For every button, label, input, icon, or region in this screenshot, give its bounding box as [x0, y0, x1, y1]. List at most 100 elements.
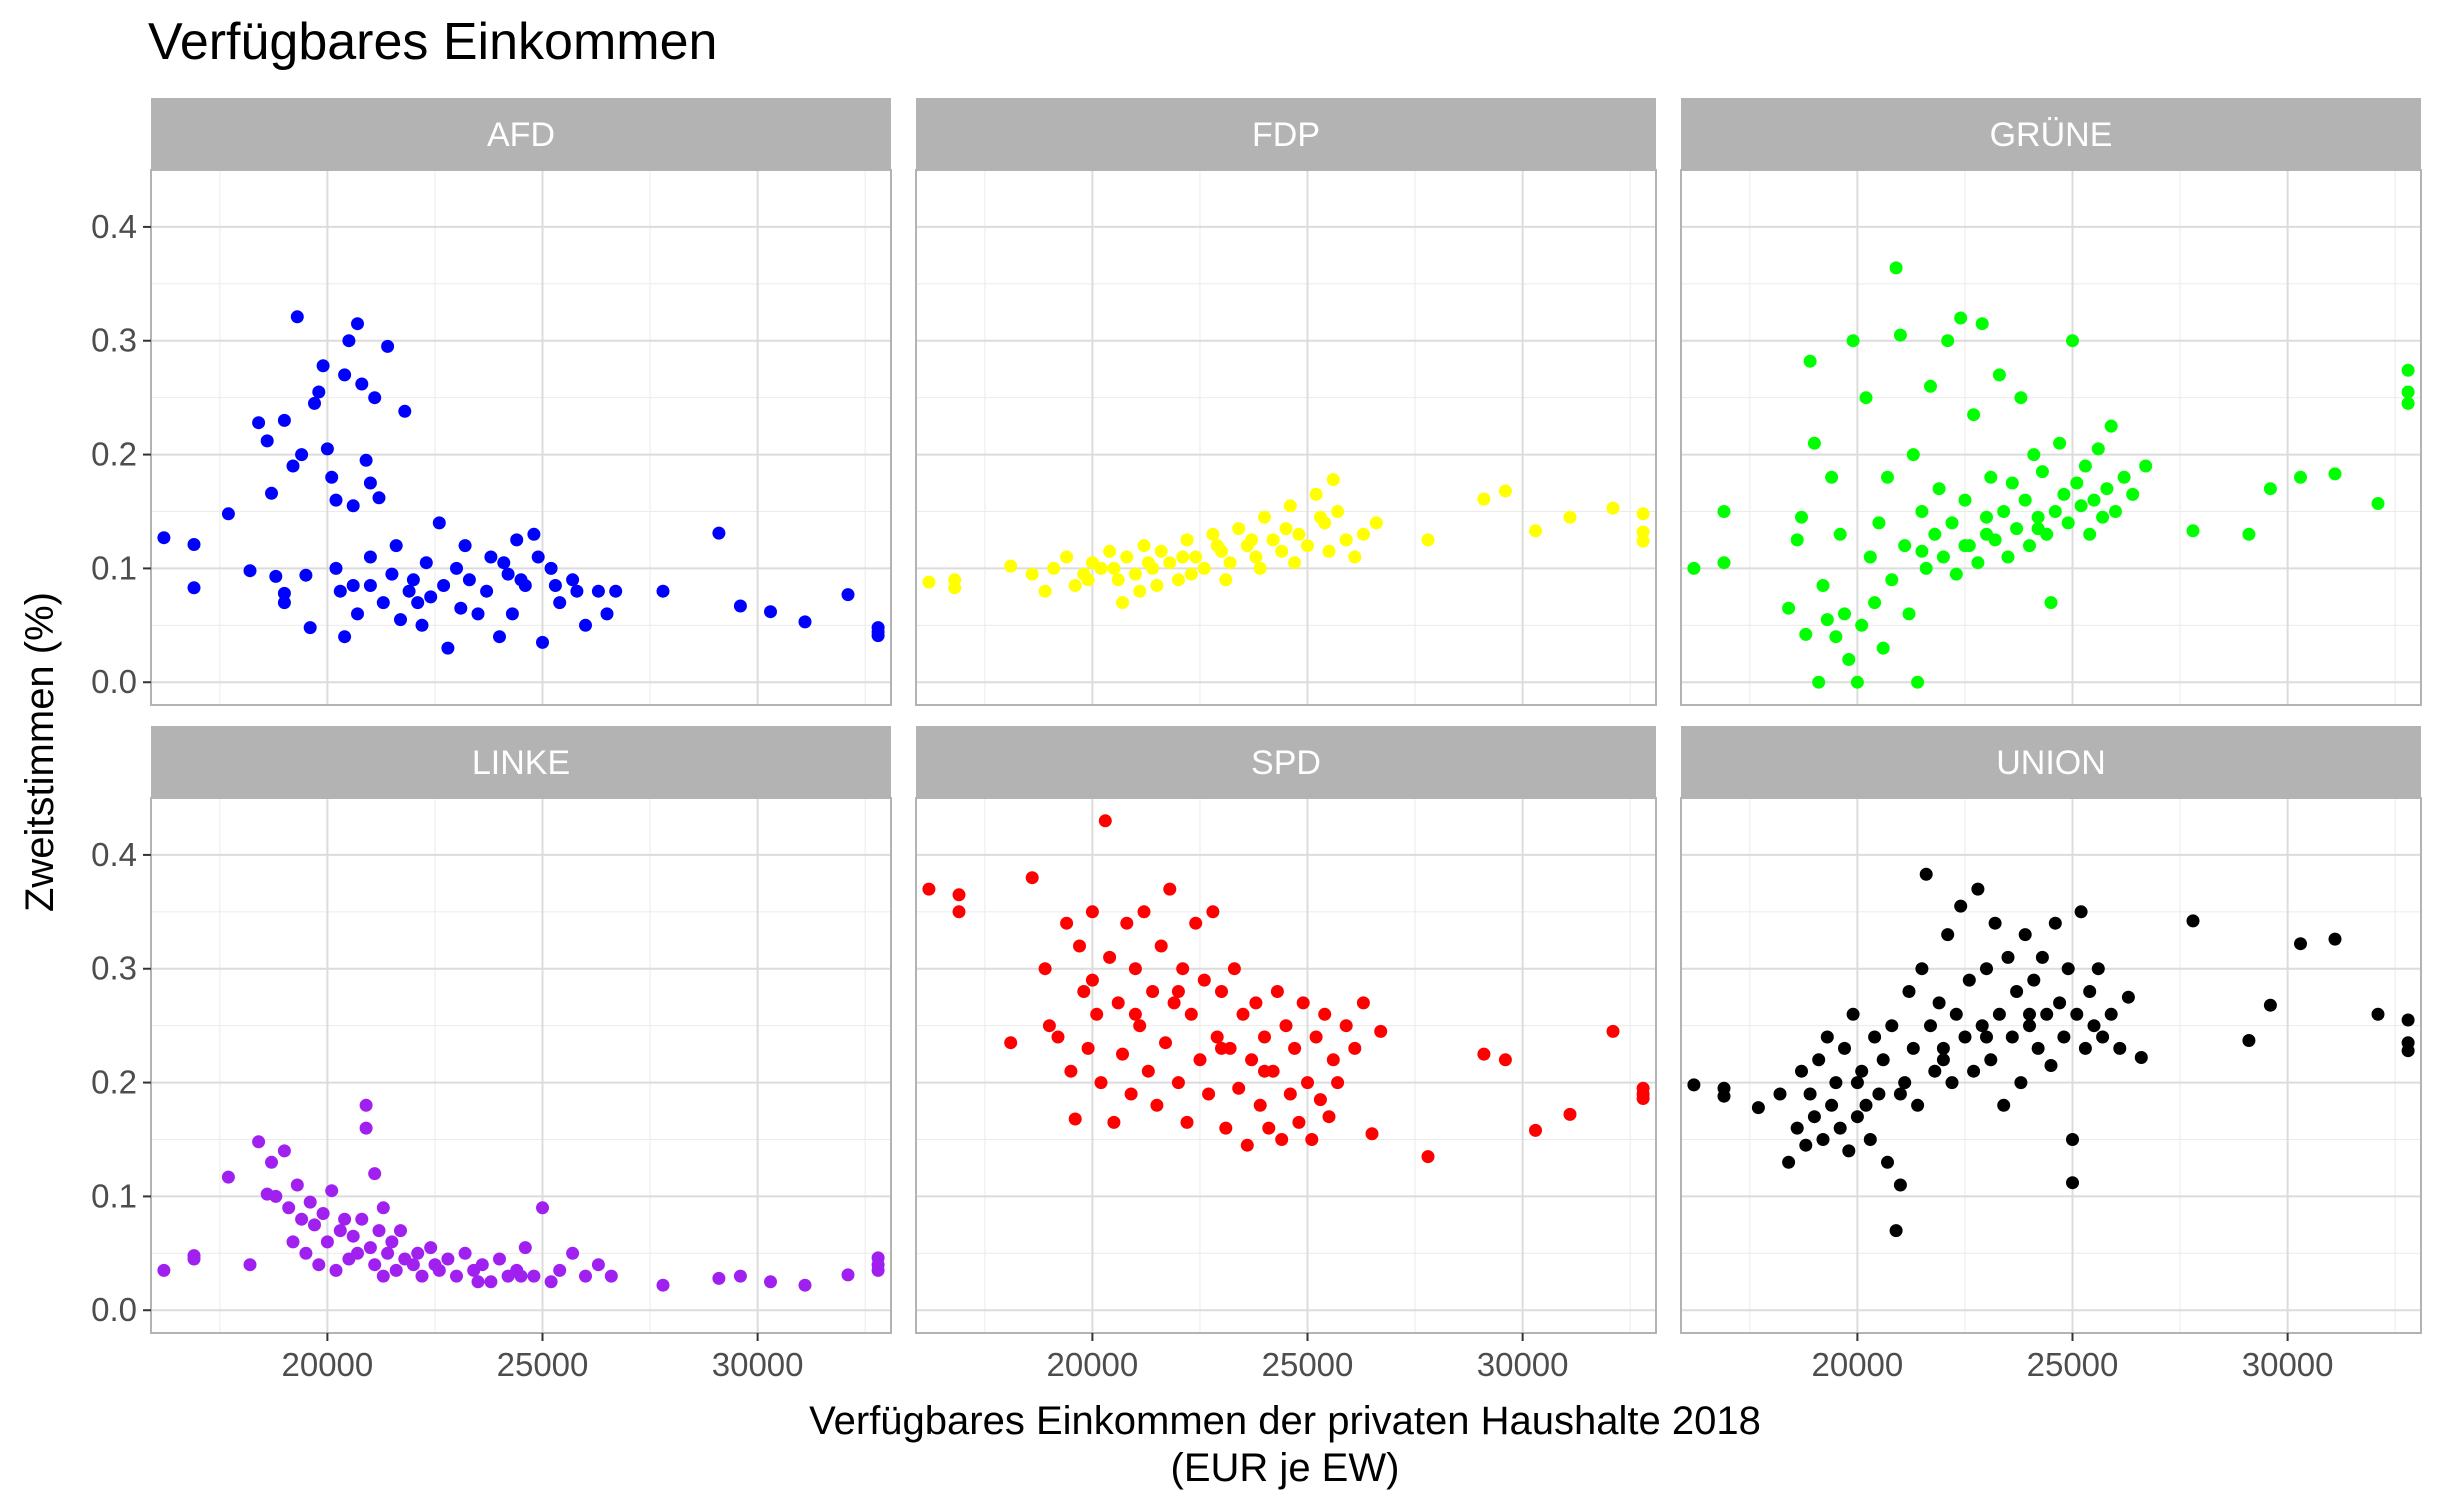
- data-point: [579, 618, 592, 632]
- data-point: [303, 621, 317, 635]
- data-point: [1636, 534, 1650, 548]
- data-point: [510, 533, 524, 547]
- data-point: [1184, 567, 1198, 581]
- data-point: [1258, 1064, 1271, 1078]
- data-point: [1326, 1053, 1340, 1067]
- data-point: [1180, 1115, 1194, 1129]
- data-point: [260, 434, 274, 448]
- data-point: [1859, 391, 1873, 405]
- data-point: [333, 1224, 347, 1238]
- data-point: [1563, 510, 1577, 524]
- data-point: [2044, 596, 2058, 610]
- data-point: [2070, 1007, 2084, 1021]
- data-point: [1038, 584, 1052, 598]
- data-point: [389, 1263, 403, 1277]
- data-point: [1941, 334, 1955, 348]
- data-point: [325, 1184, 339, 1198]
- facet-strip-label: AFD: [487, 116, 555, 154]
- data-point: [2134, 1051, 2148, 1064]
- data-point: [1872, 516, 1886, 530]
- data-point: [1529, 524, 1542, 538]
- data-point: [1171, 985, 1185, 998]
- data-point: [385, 1235, 399, 1249]
- data-point: [415, 1269, 429, 1283]
- data-point: [1189, 550, 1203, 564]
- data-point: [2074, 499, 2088, 513]
- data-point: [398, 404, 412, 418]
- data-point: [1232, 522, 1246, 536]
- data-point: [221, 1170, 235, 1184]
- data-point: [1967, 1064, 1981, 1078]
- data-point: [1081, 1041, 1095, 1055]
- data-point: [312, 385, 326, 399]
- data-point: [2061, 962, 2075, 976]
- data-point: [2401, 396, 2415, 410]
- data-point: [1283, 1087, 1297, 1101]
- data-point: [346, 579, 360, 592]
- data-point: [2005, 1030, 2019, 1044]
- data-point: [1116, 596, 1129, 610]
- data-point: [1219, 573, 1233, 587]
- data-point: [841, 1268, 855, 1282]
- data-point: [1258, 1030, 1271, 1044]
- x-tick-label: 25000: [1262, 1346, 1354, 1383]
- data-point: [1893, 1178, 1907, 1192]
- data-point: [1954, 899, 1968, 913]
- data-point: [1288, 556, 1302, 570]
- facet-strip-linke: [151, 726, 891, 798]
- data-point: [1980, 1030, 1993, 1044]
- data-point: [157, 1263, 171, 1277]
- data-point: [1846, 1007, 1860, 1021]
- data-point: [1356, 527, 1370, 541]
- data-point: [1232, 1081, 1246, 1095]
- data-point: [394, 613, 407, 627]
- data-point: [1717, 1089, 1731, 1103]
- data-point: [1825, 470, 1839, 484]
- data-point: [952, 905, 966, 919]
- data-point: [1176, 550, 1190, 564]
- data-point: [1094, 1076, 1108, 1090]
- data-point: [2104, 419, 2118, 433]
- data-point: [2035, 950, 2049, 964]
- y-tick-label: 0.0: [91, 1291, 137, 1328]
- data-point: [441, 641, 455, 655]
- data-point: [1141, 556, 1155, 570]
- data-point: [1868, 1030, 1882, 1044]
- data-point: [1893, 328, 1907, 342]
- data-point: [484, 1275, 498, 1289]
- data-point: [1288, 1041, 1302, 1055]
- data-point: [1189, 916, 1203, 930]
- data-point: [428, 1258, 442, 1272]
- data-point: [1197, 561, 1211, 575]
- data-point: [1885, 573, 1899, 587]
- data-point: [1928, 527, 1942, 541]
- data-point: [518, 1241, 532, 1255]
- data-point: [299, 568, 313, 582]
- data-point: [187, 1252, 201, 1266]
- data-point: [1898, 539, 1912, 553]
- data-point: [1829, 630, 1843, 644]
- data-point: [355, 377, 369, 391]
- data-point: [798, 615, 812, 629]
- data-point: [1025, 567, 1039, 581]
- facet-strip-label: LINKE: [472, 744, 570, 782]
- data-point: [1992, 368, 2006, 382]
- data-point: [1915, 505, 1929, 518]
- data-point: [2074, 905, 2088, 919]
- data-point: [2018, 928, 2032, 942]
- data-point: [1167, 996, 1181, 1010]
- data-point: [1202, 1087, 1216, 1101]
- data-point: [351, 1246, 364, 1260]
- data-point: [1812, 1053, 1826, 1067]
- data-point: [2066, 1133, 2079, 1146]
- data-point: [372, 1224, 386, 1238]
- facet-strip-afd: [151, 98, 891, 170]
- data-point: [243, 1258, 257, 1272]
- data-point: [286, 459, 300, 473]
- data-point: [243, 564, 257, 578]
- data-point: [1868, 596, 1882, 610]
- data-point: [2242, 527, 2256, 541]
- facet-strip-label: UNION: [1996, 744, 2106, 782]
- data-point: [299, 1246, 313, 1260]
